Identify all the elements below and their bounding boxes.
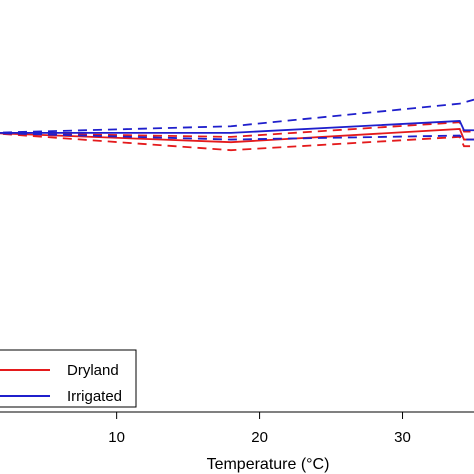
legend-box	[0, 349, 137, 408]
legend-label-dryland: Dryland	[67, 362, 119, 379]
x-tick-label-30: 30	[394, 429, 411, 446]
x-axis-title: Temperature (°C)	[207, 456, 330, 473]
legend: Dryland Irrigated	[0, 349, 137, 408]
series-layer	[0, 98, 474, 152]
x-tick-label-10: 10	[108, 429, 125, 446]
x-tick-label-20: 20	[251, 429, 268, 446]
series-irrigated-lower-bound	[0, 132, 474, 141]
x-axis-ticks: 10 20 30	[108, 412, 411, 446]
series-irrigated-upper-bound	[0, 98, 474, 134]
legend-label-irrigated: Irrigated	[67, 388, 122, 405]
series-irrigated-estimate	[0, 120, 474, 134]
series-dryland-lower-bound	[0, 132, 474, 152]
